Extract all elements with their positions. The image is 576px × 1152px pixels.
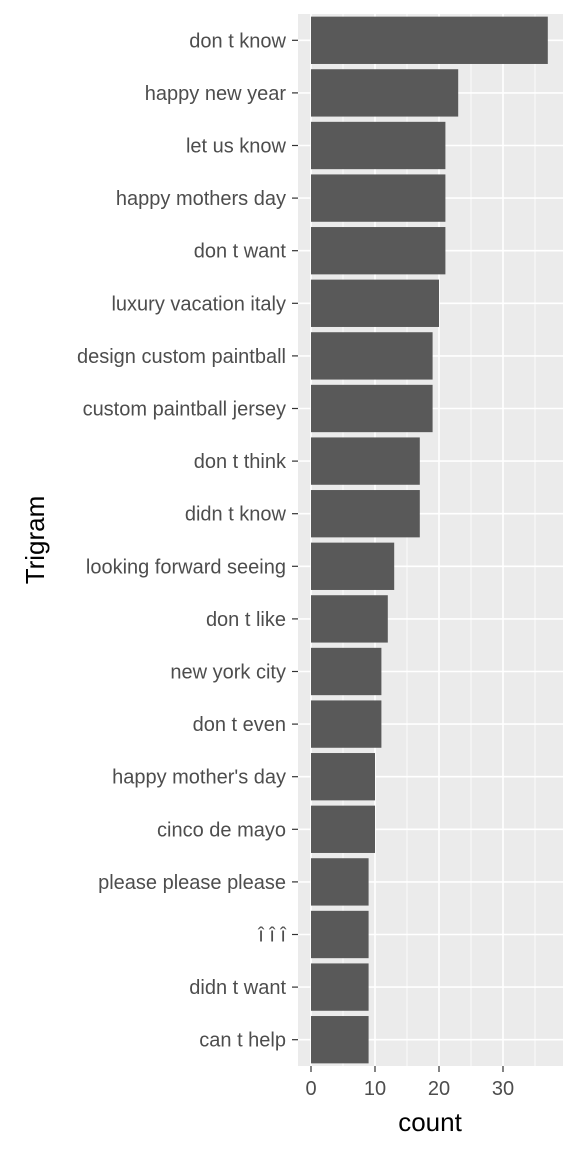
bar bbox=[311, 910, 369, 959]
category-label: happy new year bbox=[145, 83, 287, 105]
y-axis: don t know happy new year let us know happy… bbox=[77, 30, 298, 1052]
category-label: please please please bbox=[98, 872, 286, 894]
category-label: let us know bbox=[186, 136, 287, 158]
bar bbox=[311, 279, 439, 327]
category-label: don t even bbox=[193, 714, 286, 736]
category-label: didn t want bbox=[189, 977, 286, 999]
bar bbox=[311, 384, 433, 433]
category-label: design custom paintball bbox=[77, 346, 286, 368]
x-tick-label: 30 bbox=[492, 1078, 514, 1100]
bar bbox=[311, 174, 446, 222]
panel-background bbox=[298, 14, 563, 1066]
category-label: can t help bbox=[199, 1030, 286, 1052]
bar bbox=[311, 753, 375, 801]
category-label: don t want bbox=[194, 241, 287, 263]
bars-group bbox=[311, 16, 548, 1064]
y-axis-title: Trigram bbox=[20, 496, 50, 585]
bar bbox=[311, 227, 446, 275]
category-label: looking forward seeing bbox=[86, 556, 286, 578]
bar bbox=[311, 121, 446, 170]
bar bbox=[311, 16, 548, 64]
bar bbox=[311, 963, 369, 1011]
x-axis-title: count bbox=[398, 1107, 462, 1137]
bar bbox=[311, 542, 395, 590]
category-label: don t think bbox=[194, 451, 287, 473]
bar bbox=[311, 700, 382, 748]
category-label: happy mother's day bbox=[112, 767, 286, 789]
x-tick-label: 0 bbox=[305, 1078, 316, 1100]
x-tick-label: 20 bbox=[428, 1078, 450, 1100]
category-label: cinco de mayo bbox=[157, 819, 286, 841]
bar bbox=[311, 332, 433, 380]
bar bbox=[311, 595, 388, 643]
category-label: î î î bbox=[257, 925, 287, 947]
bar bbox=[311, 1016, 369, 1064]
category-label: custom paintball jersey bbox=[83, 399, 286, 421]
bar bbox=[311, 490, 420, 538]
category-label: new york city bbox=[170, 662, 286, 684]
bar bbox=[311, 437, 420, 485]
bar bbox=[311, 69, 459, 117]
category-label: don t like bbox=[206, 609, 286, 631]
x-tick-label: 10 bbox=[364, 1078, 386, 1100]
bar bbox=[311, 647, 382, 696]
category-label: didn t know bbox=[185, 504, 287, 526]
category-label: happy mothers day bbox=[116, 188, 286, 210]
bar bbox=[311, 858, 369, 906]
x-axis: 0 10 20 30 bbox=[305, 1066, 514, 1100]
category-label: luxury vacation italy bbox=[111, 293, 286, 315]
category-label: don t know bbox=[189, 30, 286, 52]
bar bbox=[311, 805, 375, 853]
